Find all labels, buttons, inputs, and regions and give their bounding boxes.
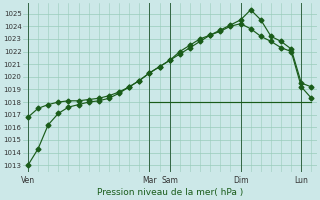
X-axis label: Pression niveau de la mer( hPa ): Pression niveau de la mer( hPa ) xyxy=(97,188,243,197)
